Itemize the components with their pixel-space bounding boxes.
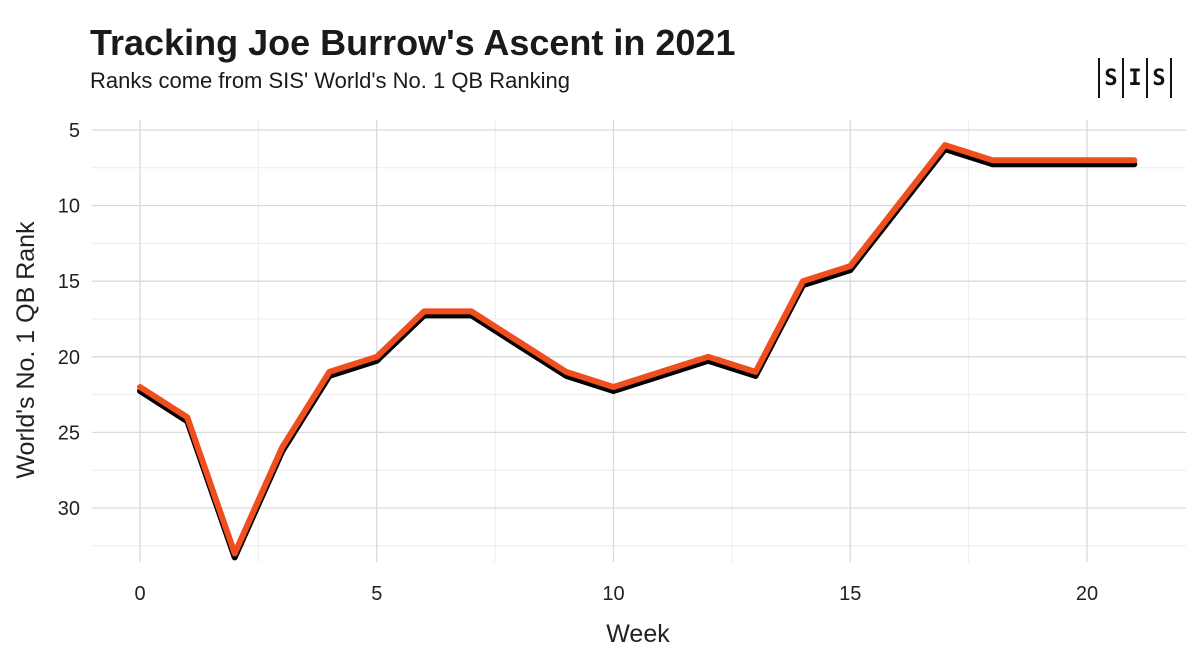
- y-tick-label: 10: [58, 196, 80, 218]
- x-tick-label: 10: [602, 583, 624, 605]
- x-tick-label: 15: [839, 583, 861, 605]
- logo-divider: [1122, 58, 1124, 98]
- y-axis-ticks: 5 10 15 20 25 30: [58, 120, 80, 520]
- x-tick-label: 20: [1076, 583, 1098, 605]
- sis-logo: S I S: [1098, 56, 1172, 100]
- logo-letter: S: [1104, 65, 1118, 91]
- y-axis-title: World's No. 1 QB Rank: [12, 221, 40, 479]
- y-tick-label: 20: [58, 347, 80, 369]
- y-tick-label: 15: [58, 271, 80, 293]
- y-tick-label: 30: [58, 498, 80, 520]
- logo-divider: [1170, 58, 1172, 98]
- x-tick-label: 0: [134, 583, 145, 605]
- x-axis-ticks: 0 5 10 15 20: [134, 583, 1098, 605]
- chart-title: Tracking Joe Burrow's Ascent in 2021: [90, 22, 736, 63]
- logo-divider: [1146, 58, 1148, 98]
- y-tick-label: 25: [58, 422, 80, 444]
- x-tick-label: 5: [371, 583, 382, 605]
- grid-lines: [92, 120, 1186, 562]
- series-lines: [137, 142, 1138, 561]
- logo-divider: [1098, 58, 1100, 98]
- x-axis-title: Week: [606, 620, 670, 648]
- series-line: [137, 142, 1138, 557]
- logo-letter: I: [1128, 65, 1142, 91]
- series-line-shadow: [137, 146, 1138, 561]
- logo-letter: S: [1152, 65, 1166, 91]
- y-tick-label: 5: [69, 120, 80, 142]
- chart-subtitle: Ranks come from SIS' World's No. 1 QB Ra…: [90, 68, 570, 93]
